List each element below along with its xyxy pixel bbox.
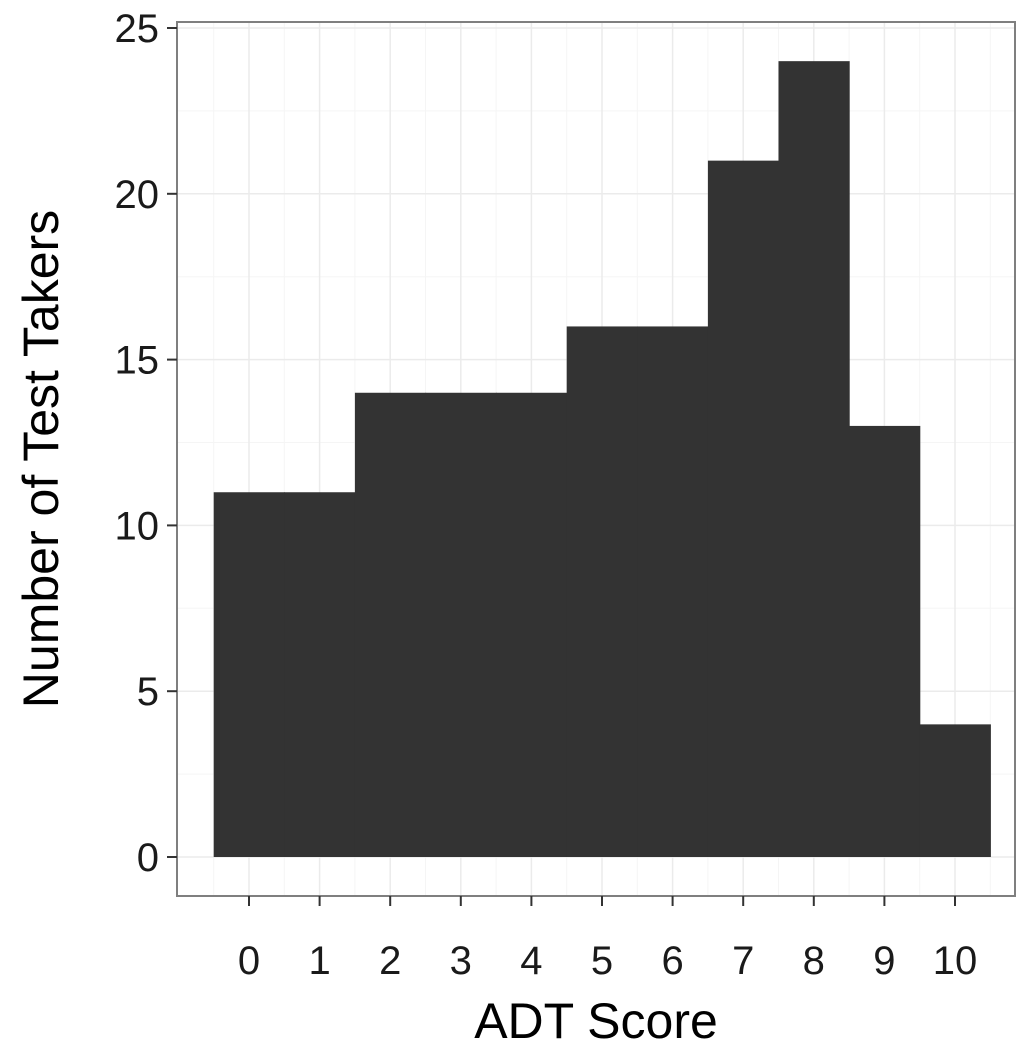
bar-5 [566, 326, 638, 857]
x-tick-label: 2 [379, 939, 401, 983]
y-axis: 0 5 10 15 20 25 [115, 7, 177, 880]
y-tick-label: 5 [137, 670, 159, 714]
x-tick-label: 3 [450, 939, 472, 983]
x-axis-title: ADT Score [474, 993, 718, 1049]
x-tick-label: 6 [661, 939, 683, 983]
bar-3 [425, 392, 497, 857]
y-tick-label: 10 [115, 504, 160, 548]
plot-border [176, 21, 1016, 897]
bar-2 [354, 392, 427, 857]
bar-1 [284, 492, 356, 857]
bar-0 [213, 492, 285, 857]
y-tick-label: 0 [137, 836, 159, 880]
x-tick-label: 4 [520, 939, 542, 983]
y-tick-label: 15 [115, 339, 160, 383]
x-tick-label: 1 [308, 939, 330, 983]
y-tick-label: 25 [115, 7, 160, 51]
x-axis: 0 1 2 3 4 5 6 7 8 9 10 [238, 896, 977, 983]
x-tick-label: 7 [732, 939, 754, 983]
bar-6 [637, 326, 709, 857]
x-tick-label: 0 [238, 939, 260, 983]
x-tick-label: 8 [803, 939, 825, 983]
bar-4 [496, 392, 568, 857]
y-tick-label: 20 [115, 173, 160, 217]
bar-10 [919, 724, 991, 857]
bar-9 [849, 425, 921, 857]
bars [213, 61, 991, 858]
bar-7 [707, 160, 780, 857]
x-tick-label: 9 [873, 939, 895, 983]
y-axis-title: Number of Test Takers [13, 210, 69, 708]
x-tick-label: 5 [591, 939, 613, 983]
bar-8 [778, 61, 850, 858]
x-tick-label: 10 [933, 939, 978, 983]
